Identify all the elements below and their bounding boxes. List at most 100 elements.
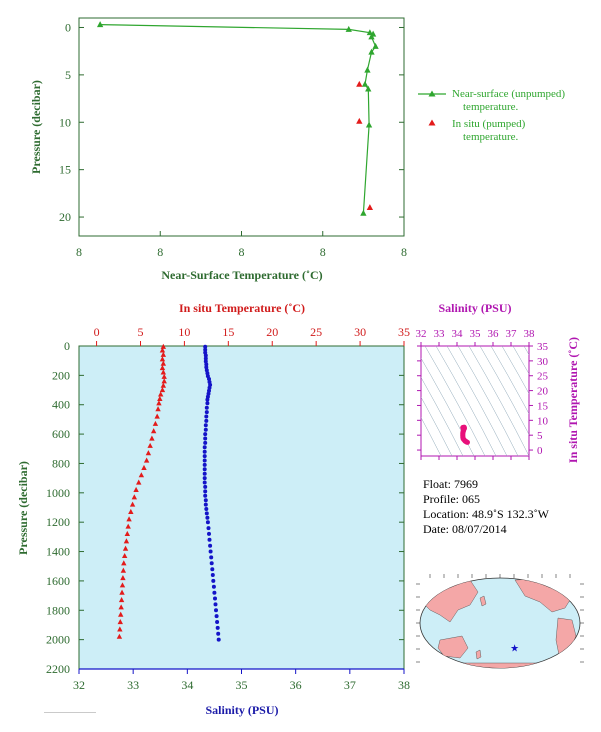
main-bottom-tick-label: 38 [398, 678, 410, 692]
salinity-point [202, 480, 207, 485]
temperature-point [160, 369, 167, 375]
temperature-point [123, 538, 130, 544]
new-zealand-landmass [475, 649, 482, 660]
float-location: Location: 48.9˚S 132.3˚W [423, 507, 550, 521]
salinity-point [211, 578, 216, 583]
temperature-point [156, 400, 162, 406]
salinity-point [203, 493, 208, 498]
temperature-point [121, 560, 127, 566]
main-y-tick-label: 1400 [46, 545, 70, 559]
ts-x-tick-label: 33 [434, 328, 446, 340]
salinity-point [203, 353, 208, 358]
salinity-point [203, 498, 208, 503]
temperature-point [147, 442, 153, 448]
ts-y-tick-label: 15 [537, 400, 549, 412]
main-bottom-tick-label: 32 [73, 678, 85, 692]
salinity-point [203, 423, 208, 428]
temperature-point [159, 365, 166, 371]
temperature-point [121, 552, 128, 559]
top-y-axis-label: Pressure (decibar) [29, 80, 43, 174]
temperature-point [136, 479, 142, 485]
main-y-tick-label: 400 [52, 398, 70, 412]
salinity-point [209, 561, 214, 566]
legend-label-unpumped-2: temperature. [463, 101, 519, 113]
salinity-point [203, 484, 208, 489]
salinity-point [208, 543, 213, 548]
profile-date: Date: 08/07/2014 [423, 522, 507, 536]
salinity-point [207, 531, 211, 536]
main-top-tick-label: 25 [310, 325, 322, 339]
unpumped-temperature-point [372, 42, 379, 49]
main-bottom-tick-label: 33 [127, 678, 139, 692]
main-y-tick-label: 2000 [46, 633, 70, 647]
ts-plot-frame [420, 345, 530, 457]
temperature-point [141, 464, 147, 470]
top-x-tick-label: 8 [157, 245, 163, 259]
salinity-point [202, 454, 207, 459]
salinity-point [205, 520, 210, 525]
pumped-temperature-point [356, 80, 363, 87]
near-surface-chart: 0 5 10 15 20 8 8 8 8 8 Near-Surface Temperature (… [29, 17, 565, 282]
temperature-point [159, 347, 166, 353]
ts-y-tick-label: 35 [537, 341, 549, 353]
top-axes: 0 5 10 15 20 8 8 8 8 8 [59, 20, 407, 259]
main-y-tick-label: 1200 [46, 515, 70, 529]
main-bottom-tick-label: 36 [290, 678, 302, 692]
unpumped-temperature-point [368, 48, 375, 55]
temperature-point [152, 420, 159, 426]
ts-x-tick-label: 32 [416, 328, 427, 340]
main-y-tick-label: 800 [52, 456, 70, 470]
top-x-tick-label: 8 [239, 245, 245, 259]
sigma-contour [468, 346, 529, 456]
credit-text: ————————————— [43, 709, 97, 714]
sigma-contour [501, 346, 529, 395]
ts-y-tick-label: 0 [537, 445, 543, 457]
temperature-point [126, 516, 132, 522]
temperature-point [155, 406, 161, 412]
main-y-tick-label: 1000 [46, 486, 70, 500]
salinity-point [207, 537, 212, 542]
main-top-tick-label: 30 [354, 325, 366, 339]
main-y-tick-label: 1800 [46, 603, 70, 617]
salinity-point [216, 637, 221, 642]
salinity-point [204, 362, 209, 367]
main-bottom-tick-label: 37 [344, 678, 356, 692]
top-y-tick-label: 20 [59, 210, 71, 224]
ts-x-tick-label: 38 [524, 328, 536, 340]
salinity-point [203, 427, 208, 432]
ts-x-tick-label: 35 [470, 328, 482, 340]
ts-y-tick-label: 30 [537, 356, 549, 368]
salinity-point [202, 471, 207, 476]
main-y-tick-label: 600 [52, 427, 70, 441]
unpumped-temperature-point [96, 21, 104, 28]
salinity-point [203, 432, 208, 437]
legend-label-pumped-2: temperature. [463, 131, 519, 143]
salinity-point [216, 631, 221, 636]
salinity-point [202, 458, 207, 463]
temperature-point [160, 382, 167, 388]
main-y-tick-label: 200 [52, 368, 70, 382]
main-bottom-tick-label: 35 [236, 678, 248, 692]
top-x-tick-label: 8 [320, 245, 326, 259]
salinity-point [213, 602, 218, 607]
main-plot-area [78, 345, 405, 670]
salinity-point [203, 440, 208, 445]
temperature-point [138, 472, 145, 478]
salinity-point [213, 596, 217, 601]
salinity-point [203, 344, 208, 349]
sigma-contour [446, 346, 508, 456]
salinity-point [215, 625, 220, 630]
ts-y-tick-label: 20 [537, 386, 549, 398]
main-top-tick-label: 5 [137, 325, 143, 339]
temperature-point [119, 582, 126, 588]
temperature-point [128, 508, 134, 515]
sigma-contour [421, 357, 475, 456]
temperature-point [145, 450, 152, 456]
temperature-point [160, 351, 167, 357]
main-bottom-axis-label: Salinity (PSU) [205, 703, 278, 717]
top-x-tick-label: 8 [401, 245, 407, 259]
sigma-contour [479, 346, 529, 436]
main-y-tick-label: 1600 [46, 574, 70, 588]
main-top-tick-label: 20 [266, 325, 278, 339]
